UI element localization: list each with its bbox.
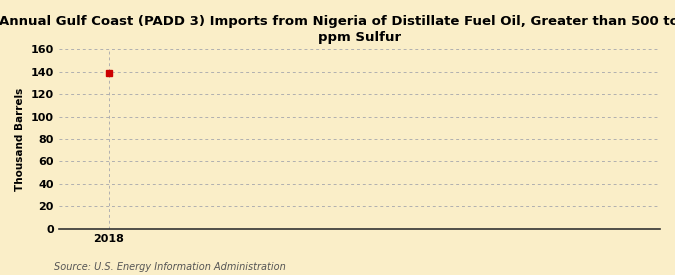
Y-axis label: Thousand Barrels: Thousand Barrels [15,87,25,191]
Title: Annual Gulf Coast (PADD 3) Imports from Nigeria of Distillate Fuel Oil, Greater : Annual Gulf Coast (PADD 3) Imports from … [0,15,675,44]
Text: Source: U.S. Energy Information Administration: Source: U.S. Energy Information Administ… [54,262,286,272]
